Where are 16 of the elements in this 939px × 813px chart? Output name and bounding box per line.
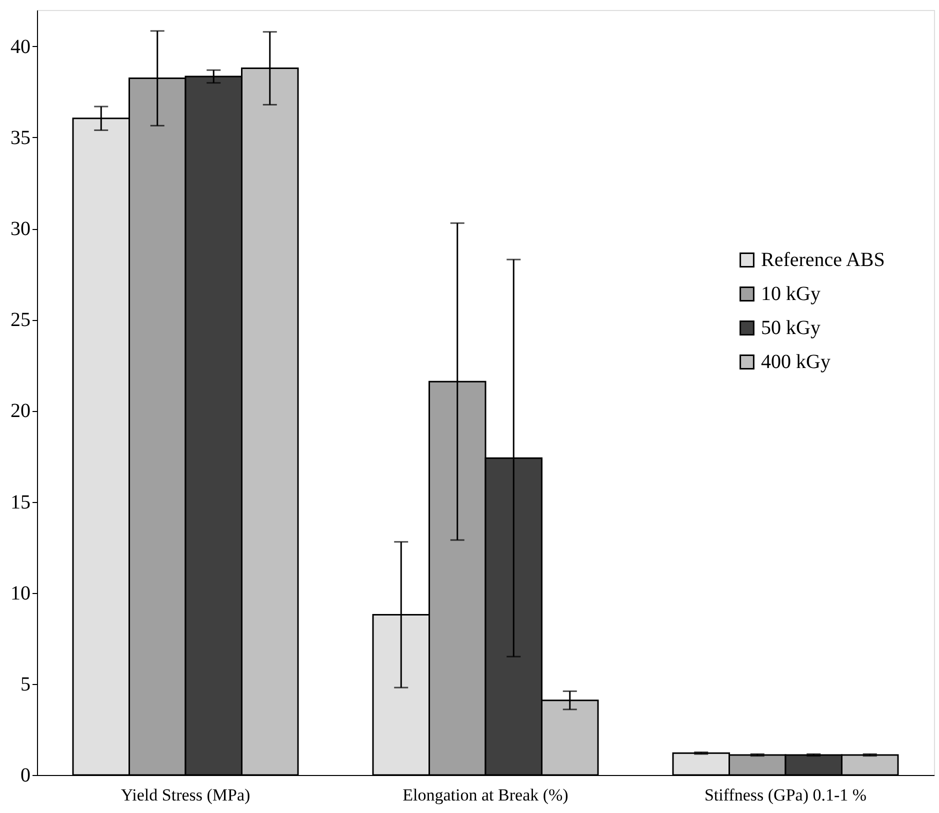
y-tick-label: 40 — [10, 36, 30, 58]
legend-label: Reference ABS — [761, 249, 885, 271]
y-tick-label: 35 — [10, 127, 30, 149]
y-tick-label: 0 — [20, 764, 30, 786]
x-tick-label: Elongation at Break (%) — [402, 786, 568, 804]
x-tick-label: Yield Stress (MPa) — [120, 786, 250, 804]
y-tick-label: 25 — [10, 309, 30, 332]
y-tick-label: 10 — [10, 582, 30, 604]
legend-label: 400 kGy — [761, 351, 830, 373]
y-tick-label: 20 — [10, 400, 30, 422]
legend-label: 50 kGy — [761, 317, 820, 339]
y-tick-label: 30 — [10, 218, 30, 240]
legend-label: 10 kGy — [761, 283, 820, 305]
y-tick-label: 5 — [20, 673, 30, 696]
y-tick-label: 15 — [10, 491, 30, 514]
x-tick-label: Stiffness (GPa) 0.1-1 % — [704, 786, 867, 804]
